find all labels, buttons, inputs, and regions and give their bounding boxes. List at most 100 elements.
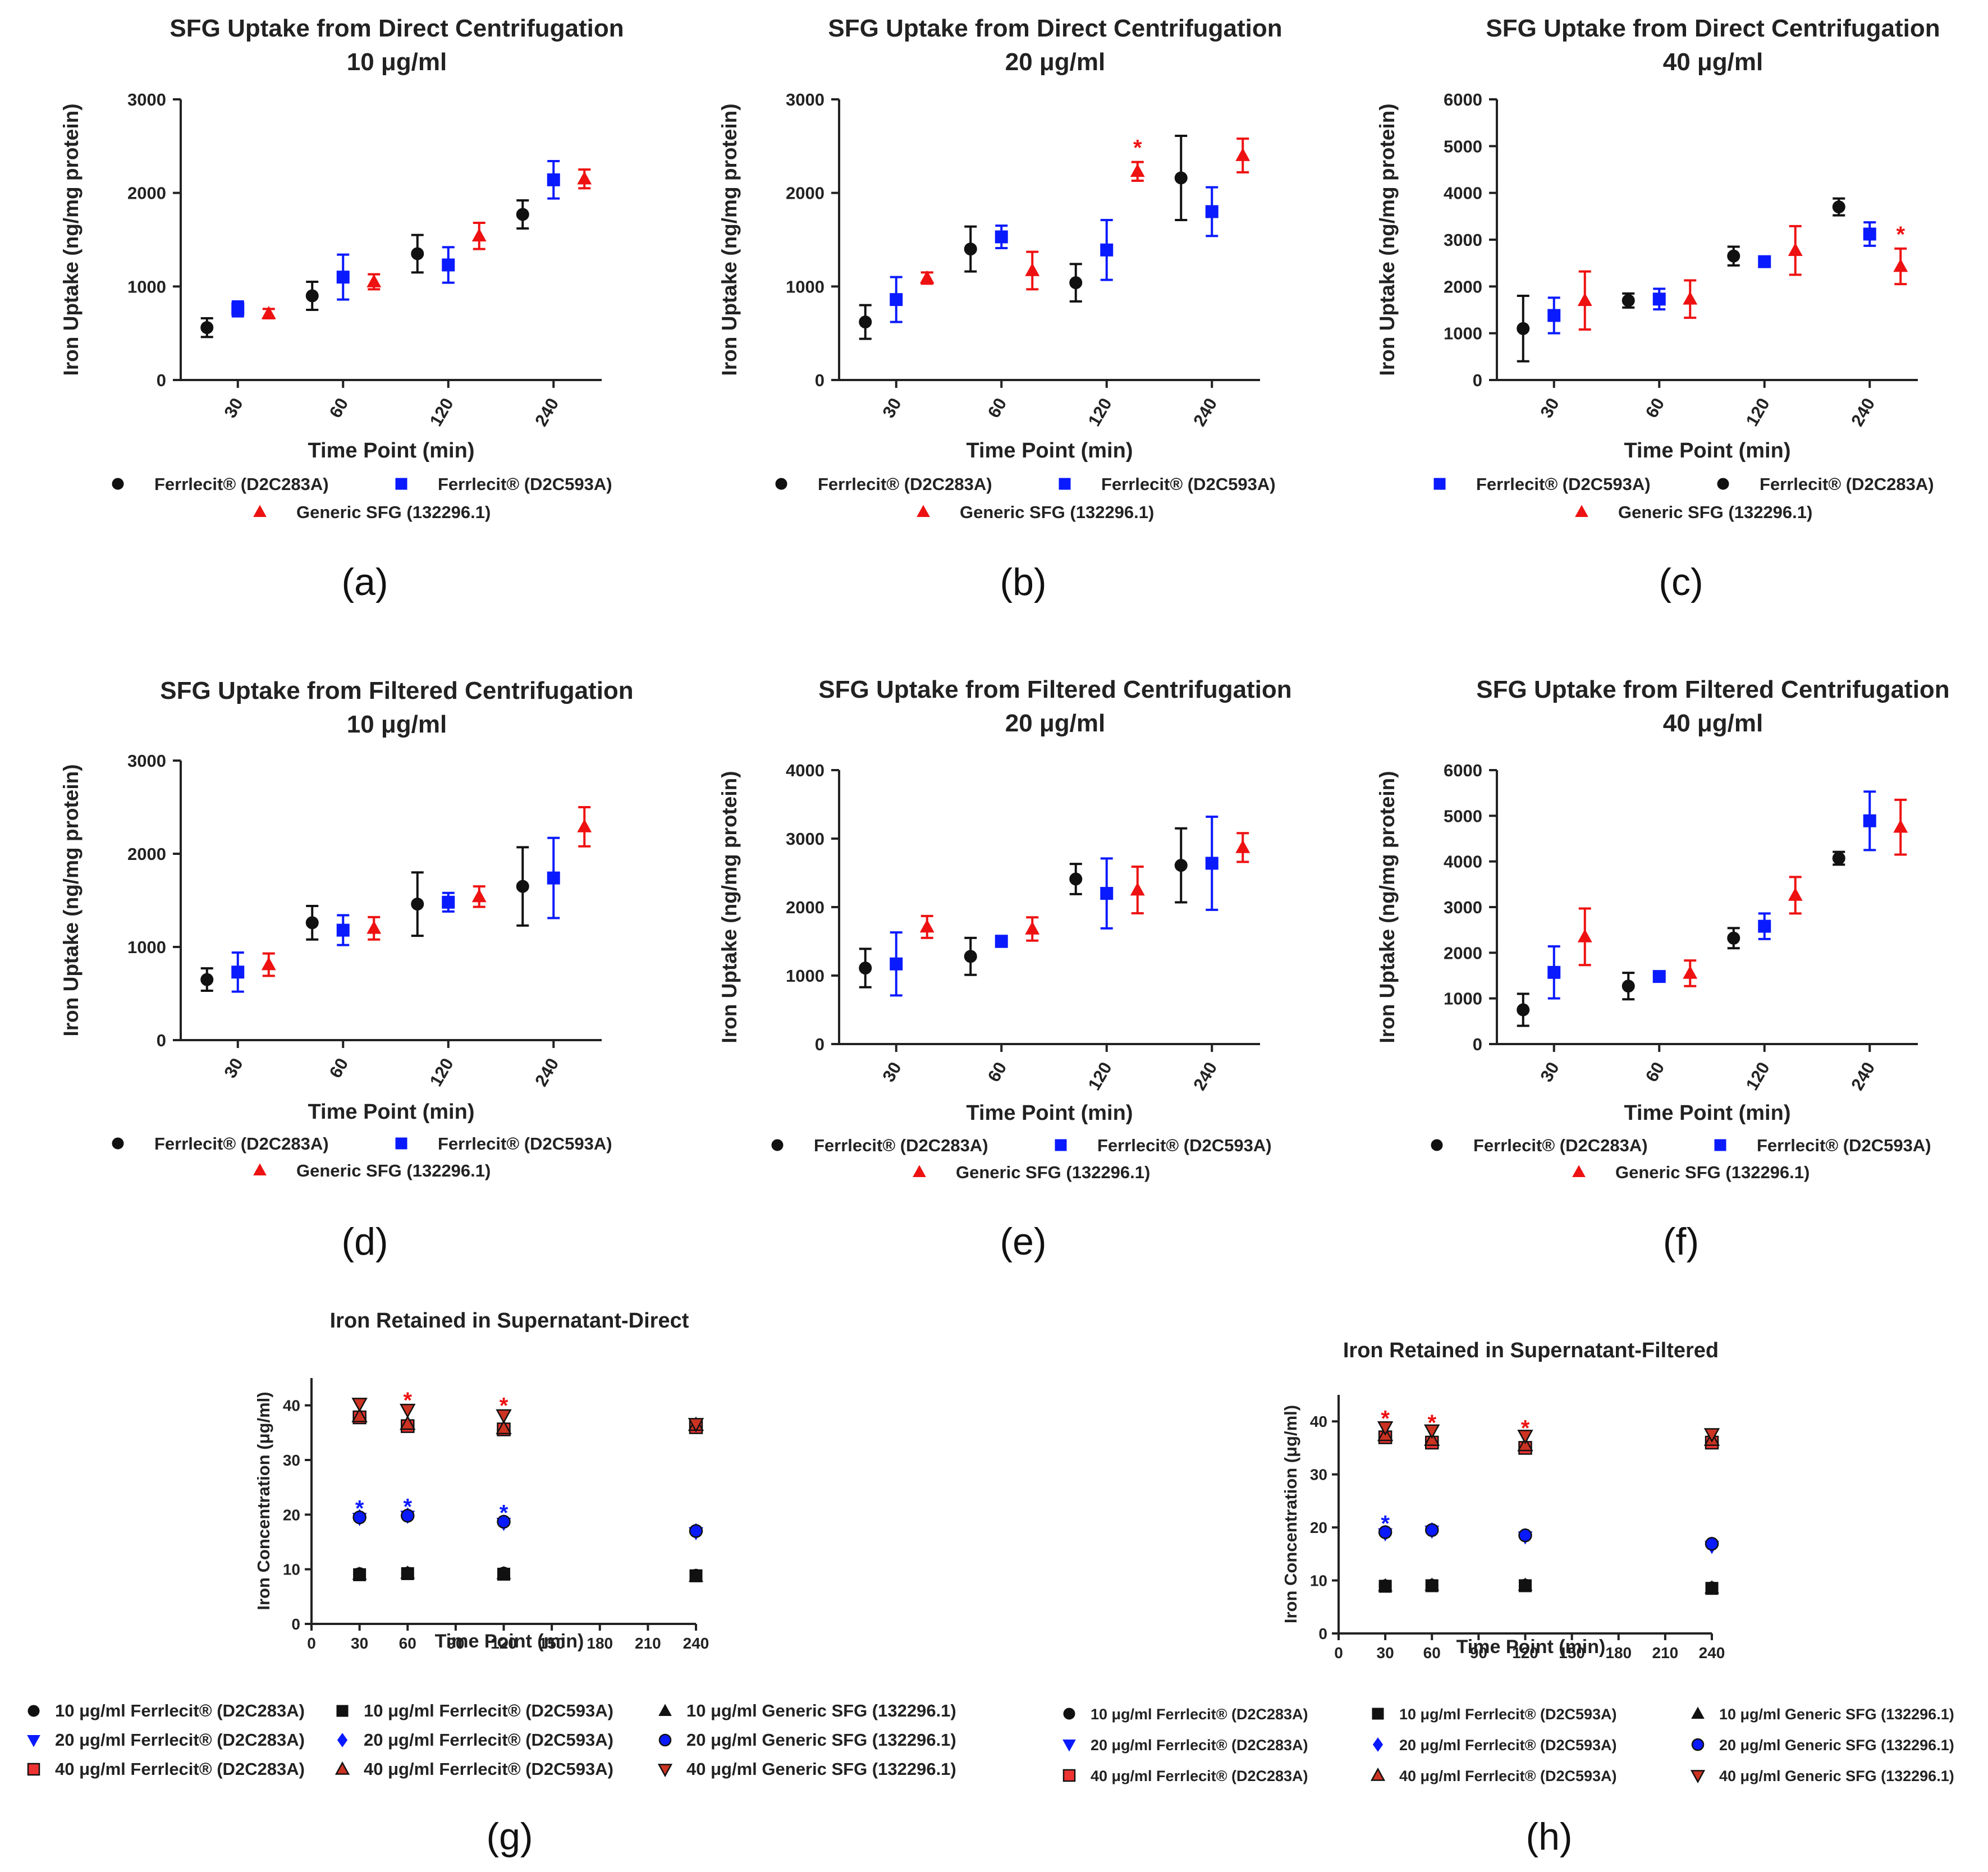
y-tick-label: 30 — [1310, 1466, 1327, 1484]
legend-marker — [28, 1705, 40, 1717]
y-axis-label: Iron Uptake (ng/mg protein) — [718, 771, 741, 1043]
x-tick-label: 60 — [984, 395, 1011, 421]
legend-marker — [395, 1137, 407, 1150]
y-tick-label: 0 — [1318, 1625, 1327, 1642]
data-point — [471, 889, 487, 903]
data-point — [1517, 1003, 1530, 1017]
panel-label: (a) — [341, 561, 388, 603]
data-point — [496, 1420, 512, 1435]
legend-label: 20 μg/ml Ferrlecit® (D2C283A) — [55, 1730, 305, 1750]
data-point — [1893, 819, 1908, 833]
panel-a: SFG Uptake from Direct Centrifugation 10 … — [59, 15, 624, 603]
chart-title: Iron Retained in Supernatant-Direct — [330, 1309, 689, 1333]
data-point — [1100, 887, 1114, 900]
y-tick-label: 6000 — [1444, 761, 1482, 780]
x-axis-label: Time Point (min) — [308, 439, 475, 463]
data-point — [577, 819, 592, 832]
data-point — [1621, 980, 1635, 993]
y-tick-label: 30 — [283, 1452, 300, 1469]
legend-label: 20 μg/ml Ferrlecit® (D2C593A) — [1399, 1737, 1617, 1754]
x-tick-label: 120 — [491, 1635, 517, 1652]
legend-label: Generic SFG (132296.1) — [296, 502, 491, 522]
x-axis-label: Time Point (min) — [1624, 439, 1791, 463]
y-tick-label: 1000 — [786, 277, 824, 296]
legend-label: Ferrlecit® (D2C283A) — [154, 1134, 329, 1154]
legend-label: Generic SFG (132296.1) — [956, 1162, 1150, 1182]
y-tick-label: 2000 — [786, 184, 824, 203]
legend-label: 10 μg/ml Ferrlecit® (D2C593A) — [1399, 1706, 1617, 1723]
y-tick-label: 0 — [157, 370, 166, 390]
x-tick-label: 120 — [1084, 1059, 1116, 1093]
legend-label: Ferrlecit® (D2C593A) — [1476, 474, 1651, 494]
x-tick-label: 240 — [1189, 395, 1221, 429]
legend-marker — [913, 1165, 926, 1177]
legend-label: 20 μg/ml Ferrlecit® (D2C593A) — [364, 1730, 613, 1750]
y-tick-label: 5000 — [1444, 806, 1482, 826]
panel-label: (c) — [1659, 561, 1703, 603]
data-point — [516, 208, 529, 221]
data-point — [1621, 294, 1635, 307]
legend-label: Ferrlecit® (D2C593A) — [438, 1134, 612, 1154]
x-tick-label: 180 — [1605, 1644, 1632, 1662]
y-tick-label: 6000 — [1444, 90, 1482, 109]
data-point — [1863, 814, 1876, 827]
significance-star: * — [403, 1495, 412, 1519]
x-axis-label: Time Point (min) — [435, 1631, 584, 1652]
data-point — [1727, 249, 1740, 263]
chart-title: 40 μg/ml — [1663, 710, 1763, 737]
y-tick-label: 3000 — [786, 829, 824, 849]
legend-marker — [1572, 1165, 1586, 1177]
data-point — [1832, 852, 1845, 865]
y-axis-label: Iron Uptake (ng/mg protein) — [1376, 771, 1399, 1043]
y-tick-label: 2000 — [786, 898, 824, 917]
significance-star: * — [500, 1394, 509, 1418]
x-tick-label: 60 — [984, 1059, 1011, 1085]
data-point — [1547, 965, 1561, 979]
data-point — [411, 898, 424, 911]
data-point — [547, 173, 560, 186]
significance-star: * — [500, 1500, 509, 1525]
x-tick-label: 60 — [1423, 1644, 1441, 1662]
x-tick-label: 60 — [1642, 1059, 1669, 1085]
significance-star: * — [1381, 1407, 1390, 1431]
data-point — [1547, 309, 1561, 322]
legend-marker — [27, 1763, 40, 1776]
data-point — [1130, 882, 1145, 896]
data-point — [1205, 857, 1219, 870]
x-tick-label: 30 — [878, 1059, 905, 1085]
x-tick-label: 150 — [1559, 1644, 1585, 1662]
x-axis-label: Time Point (min) — [966, 439, 1133, 463]
data-point — [1025, 263, 1040, 276]
panel-label: (e) — [1000, 1220, 1046, 1263]
significance-star: * — [403, 1388, 412, 1413]
x-tick-label: 30 — [220, 1055, 247, 1081]
legend-label: Ferrlecit® (D2C283A) — [818, 474, 992, 494]
y-tick-label: 4000 — [1444, 184, 1482, 203]
panel-d: SFG Uptake from Filtered Centrifugation 1… — [59, 677, 634, 1263]
data-point — [995, 230, 1008, 244]
y-axis-label: Iron Uptake (ng/mg protein) — [59, 764, 83, 1036]
chart-title: SFG Uptake from Filtered Centrifugation — [1476, 676, 1949, 703]
data-point — [336, 271, 350, 284]
legend-label: 40 μg/ml Ferrlecit® (D2C283A) — [55, 1759, 305, 1779]
legend-marker — [112, 478, 124, 490]
data-point — [400, 1403, 416, 1418]
legend-marker — [1691, 1706, 1705, 1719]
data-point — [1518, 1577, 1533, 1591]
y-tick-label: 40 — [283, 1397, 300, 1415]
x-tick-label: 30 — [351, 1635, 368, 1652]
panel-f: SFG Uptake from Filtered Centrifugation 4… — [1376, 676, 1950, 1263]
data-point — [1893, 258, 1908, 272]
legend-marker — [1372, 1708, 1384, 1720]
data-point — [305, 289, 319, 303]
y-tick-label: 2000 — [127, 184, 166, 203]
x-tick-label: 240 — [1699, 1644, 1725, 1662]
panel-label: (b) — [1000, 561, 1046, 603]
x-tick-label: 0 — [1334, 1644, 1343, 1662]
data-point — [497, 1514, 511, 1529]
legend-label: 10 μg/ml Generic SFG (132296.1) — [686, 1701, 956, 1720]
x-tick-label: 30 — [220, 395, 247, 421]
data-point — [367, 274, 382, 287]
legend-label: Generic SFG (132296.1) — [960, 502, 1154, 522]
x-tick-label: 120 — [426, 395, 457, 429]
